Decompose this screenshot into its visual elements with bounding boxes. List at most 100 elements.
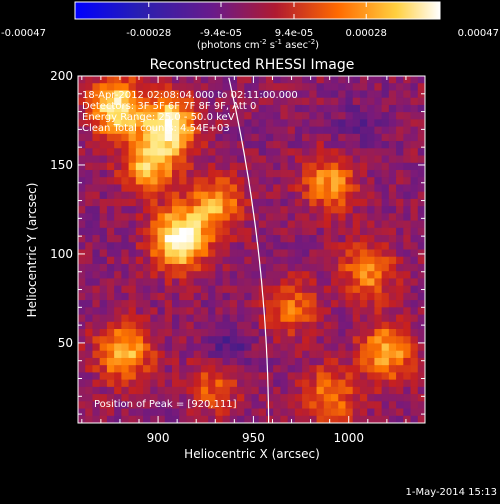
heatmap-cell <box>302 336 310 345</box>
heatmap-cell <box>229 104 238 113</box>
heatmap-cell <box>92 415 101 423</box>
heatmap-cell <box>352 104 361 113</box>
heatmap-cell <box>338 343 347 352</box>
heatmap-cell <box>200 119 209 128</box>
heatmap-cell <box>222 307 231 316</box>
heatmap-cell <box>114 126 122 135</box>
heatmap-cell <box>208 227 216 236</box>
heatmap-cell <box>352 220 361 229</box>
heatmap-cell <box>265 191 274 200</box>
heatmap-cell <box>215 76 224 84</box>
heatmap-cell <box>367 336 375 345</box>
heatmap-cell <box>92 235 101 243</box>
heatmap-cell <box>121 401 130 410</box>
heatmap-cell <box>150 263 159 272</box>
heatmap-cell <box>222 292 231 301</box>
heatmap-cell <box>251 141 260 149</box>
heatmap-cell <box>99 184 108 193</box>
heatmap-cell <box>374 148 383 157</box>
heatmap-cell <box>316 343 325 352</box>
heatmap-cell <box>352 278 361 287</box>
heatmap-cell <box>302 104 310 113</box>
heatmap-cell <box>215 126 224 135</box>
heatmap-cell <box>331 206 339 214</box>
heatmap-cell <box>237 271 245 280</box>
heatmap-cell <box>316 126 325 135</box>
heatmap-cell <box>374 408 383 417</box>
heatmap-cell <box>171 206 180 214</box>
heatmap-cell <box>331 307 339 316</box>
heatmap-cell <box>179 235 188 243</box>
heatmap-cell <box>302 343 310 352</box>
heatmap-cell <box>323 249 332 258</box>
heatmap-cell <box>186 336 195 345</box>
heatmap-cell <box>244 148 253 157</box>
heatmap-cell <box>229 249 238 258</box>
heatmap-cell <box>359 177 368 186</box>
heatmap-cell <box>338 162 347 171</box>
heatmap-cell <box>171 227 180 236</box>
heatmap-cell <box>150 213 159 222</box>
heatmap-cell <box>208 329 216 337</box>
heatmap-cell <box>367 300 375 308</box>
heatmap-cell <box>294 408 303 417</box>
heatmap-cell <box>157 263 166 272</box>
heatmap-cell <box>222 408 231 417</box>
heatmap-cell <box>316 256 325 265</box>
heatmap-cell <box>331 169 339 178</box>
heatmap-cell <box>352 227 361 236</box>
heatmap-cell <box>237 321 245 330</box>
heatmap-cell <box>388 213 397 222</box>
heatmap-cell <box>287 90 296 99</box>
heatmap-cell <box>78 83 86 92</box>
heatmap-cell <box>179 336 188 345</box>
heatmap-cell <box>157 235 166 243</box>
heatmap-cell <box>78 148 86 157</box>
heatmap-cell <box>388 227 397 236</box>
heatmap-cell <box>338 141 347 149</box>
heatmap-cell <box>381 415 390 423</box>
heatmap-cell <box>323 271 332 280</box>
heatmap-cell <box>323 394 332 402</box>
heatmap-cell <box>143 249 151 258</box>
heatmap-cell <box>92 184 101 193</box>
heatmap-cell <box>208 285 216 294</box>
heatmap-cell <box>157 104 166 113</box>
heatmap-cell <box>244 213 253 222</box>
heatmap-cell <box>331 329 339 337</box>
heatmap-cell <box>273 220 282 229</box>
heatmap-cell <box>114 343 122 352</box>
heatmap-cell <box>345 300 354 308</box>
heatmap-cell <box>179 365 188 373</box>
heatmap-cell <box>287 148 296 157</box>
heatmap-cell <box>381 198 390 207</box>
heatmap-cell <box>265 198 274 207</box>
heatmap-cell <box>359 307 368 316</box>
heatmap-cell <box>78 141 86 149</box>
heatmap-cell <box>273 357 282 366</box>
heatmap-cell <box>237 90 245 99</box>
heatmap-cell <box>229 191 238 200</box>
heatmap-cell <box>193 263 202 272</box>
heatmap-cell <box>331 235 339 243</box>
heatmap-cell <box>273 90 282 99</box>
heatmap-cell <box>388 263 397 272</box>
heatmap-cell <box>309 169 318 178</box>
heatmap-cell <box>352 213 361 222</box>
heatmap-cell <box>200 379 209 388</box>
heatmap-cell <box>171 365 180 373</box>
heatmap-cell <box>302 242 310 251</box>
heatmap-cell <box>121 235 130 243</box>
heatmap-cell <box>193 169 202 178</box>
heatmap-cell <box>280 350 289 359</box>
heatmap-cell <box>121 104 130 113</box>
heatmap-cell <box>157 415 166 423</box>
heatmap-cell <box>237 343 245 352</box>
heatmap-cell <box>114 415 122 423</box>
heatmap-cell <box>208 278 216 287</box>
heatmap-cell <box>200 133 209 142</box>
heatmap-cell <box>338 206 347 214</box>
heatmap-cell <box>352 162 361 171</box>
heatmap-cell <box>99 278 108 287</box>
heatmap-cell <box>164 126 173 135</box>
